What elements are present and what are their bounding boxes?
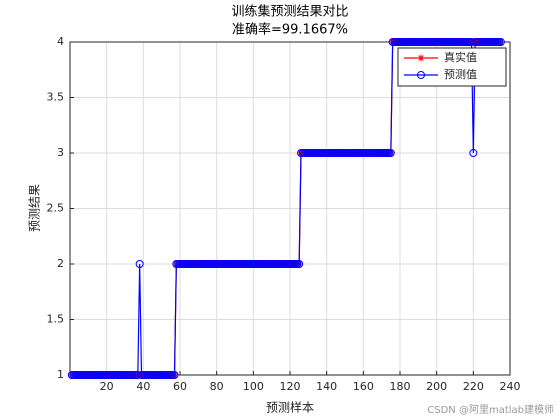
y-tick-label: 3.5	[47, 91, 65, 104]
y-tick-label: 4	[57, 35, 64, 48]
legend-label: 真实值	[444, 50, 477, 64]
data-point	[295, 260, 304, 268]
data-point	[469, 149, 478, 157]
x-tick-label: 240	[500, 380, 521, 393]
y-tick-label: 3	[57, 146, 64, 159]
chart-title: 训练集预测结果对比	[231, 4, 348, 20]
data-point	[496, 38, 505, 46]
x-tick-label: 60	[173, 380, 187, 393]
x-tick-label: 100	[243, 380, 264, 393]
axes-box	[69, 41, 511, 376]
y-tick-label: 1	[57, 368, 64, 381]
data-point	[170, 371, 179, 379]
y-tick-label: 2	[57, 257, 64, 270]
x-tick-label: 120	[280, 380, 301, 393]
x-tick-label: 180	[390, 380, 411, 393]
data-point	[386, 149, 395, 157]
x-tick-label: 80	[210, 380, 224, 393]
data-point	[135, 260, 144, 268]
x-tick-label: 160	[353, 380, 374, 393]
watermark: CSDN @阿里matlab建模师	[427, 403, 554, 416]
y-axis-label: 预测结果	[28, 184, 42, 232]
legend-marker	[417, 54, 425, 62]
chart-subtitle: 准确率=99.1667%	[232, 22, 348, 38]
y-tick-label: 2.5	[47, 202, 65, 215]
x-tick-label: 220	[463, 380, 484, 393]
legend-marker	[417, 71, 425, 79]
x-tick-label: 200	[426, 380, 447, 393]
x-axis-label: 预测样本	[266, 400, 314, 415]
x-tick-label: 20	[100, 380, 114, 393]
legend-box	[397, 47, 507, 87]
x-tick-label: 40	[136, 380, 150, 393]
y-tick-label: 1.5	[47, 313, 65, 326]
x-tick-label: 140	[316, 380, 337, 393]
legend-label: 预测值	[444, 68, 477, 81]
